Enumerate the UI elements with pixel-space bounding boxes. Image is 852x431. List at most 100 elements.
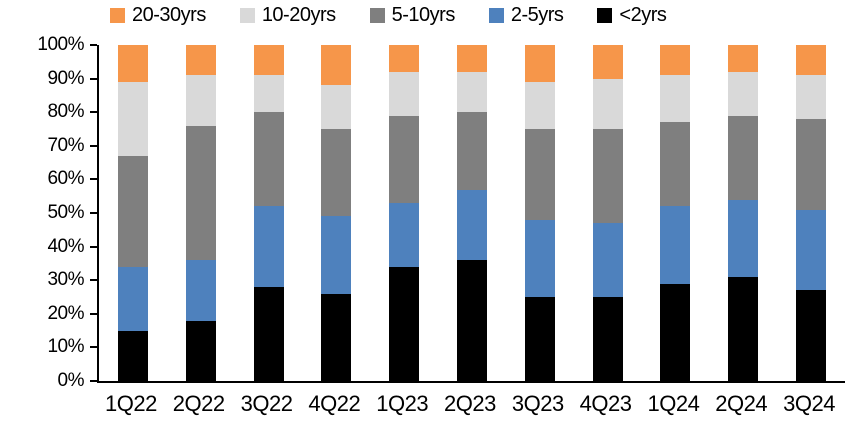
x-tick-label: 3Q22 [240,391,293,416]
bar-segment [389,45,420,72]
bar-segment [660,45,691,76]
legend: 20-30yrs 10-20yrs 5-10yrs 2-5yrs <2yrs [110,4,667,27]
y-tick-label: 90% [47,67,84,89]
bar-segment [524,81,555,130]
bar-segment [592,45,623,79]
y-tick-label: 20% [47,302,84,324]
bar-segment [253,286,284,381]
bar-segment [796,290,827,381]
x-tick-label: 1Q24 [647,391,700,416]
bar-segment [592,223,623,297]
y-tick-label: 40% [47,235,84,257]
plot-area [97,45,845,383]
bar-segment [796,75,827,119]
bar-segment [389,202,420,267]
y-tick-label: 100% [37,34,84,55]
bar-segment [728,115,759,200]
legend-item: 10-20yrs [239,4,336,27]
x-axis: 1Q22 2Q22 3Q22 4Q22 1Q23 2Q23 3Q23 4Q23 1Q24 2Q24… [97,391,843,417]
y-tick-mark [90,111,97,114]
y-tick-label: 0% [57,370,85,391]
bar-column-2q22 [167,45,235,381]
y-tick-mark [90,178,97,181]
bar-column-4q22 [302,45,370,381]
legend-swatch-icon [369,8,385,23]
bar-segment [321,293,352,381]
bar-segment [117,266,148,331]
legend-swatch-icon [239,8,255,23]
bar-column-3q24 [777,45,845,381]
bar-column-1q23 [370,45,438,381]
y-tick-label: 30% [47,269,84,291]
bar-segment [456,45,487,72]
bar-column-1q24 [642,45,710,381]
x-tick-label: 3Q23 [511,391,564,416]
bar-segment [660,122,691,207]
y-tick-mark [90,380,97,382]
bar-segment [728,276,759,381]
bar-segment [456,112,487,190]
bar-column-1q22 [99,45,167,381]
x-tick-label: 1Q23 [376,391,429,416]
bar-segment [185,45,216,76]
bar-column-4q23 [574,45,642,381]
bar-segment [185,320,216,381]
bar-segment [524,219,555,297]
y-tick-label: 70% [47,134,84,156]
bar-segment [321,129,352,217]
bar-segment [796,118,827,210]
bar-segment [728,45,759,72]
bar-column-2q24 [709,45,777,381]
y-tick-mark [90,312,97,315]
bar-segment [253,75,284,113]
bar-segment [253,112,284,207]
bar-segment [389,115,420,203]
y-tick-mark [90,144,97,147]
bar-segment [117,330,148,381]
legend-label: 20-30yrs [132,4,206,26]
bar-segment [796,209,827,291]
legend-label: 2-5yrs [510,4,564,26]
y-tick-label: 80% [47,101,84,123]
bar-column-2q23 [438,45,506,381]
legend-item: 2-5yrs [488,4,564,27]
bar-segment [592,297,623,381]
bar-segment [253,206,284,287]
bar-segment [660,75,691,123]
legend-swatch-icon [488,8,504,23]
y-tick-mark [90,346,97,349]
bar-segment [389,71,420,116]
y-tick-mark [90,279,97,282]
legend-label: <2yrs [619,4,667,26]
bar-segment [117,45,148,82]
legend-label: 10-20yrs [261,4,336,26]
bar-segment [796,45,827,76]
y-tick-label: 50% [47,202,84,223]
bar-segment [389,266,420,381]
bar-column-3q22 [235,45,303,381]
x-tick-label: 2Q24 [715,391,768,416]
bar-segment [185,260,216,321]
bar-segment [524,297,555,381]
bars-container [99,45,845,381]
x-tick-label: 3Q24 [783,391,835,416]
x-tick-label: 2Q22 [172,391,225,416]
legend-item: 5-10yrs [369,4,455,27]
bar-segment [592,78,623,130]
bar-segment [117,155,148,267]
bar-segment [321,85,352,130]
bar-segment [456,189,487,261]
bar-segment [728,71,759,116]
y-tick-mark [90,44,97,46]
legend-item: 20-30yrs [110,4,206,27]
bar-segment [660,206,691,284]
y-tick-mark [90,245,97,248]
bar-segment [185,125,216,261]
bar-segment [592,129,623,224]
x-tick-label: 4Q22 [308,391,361,416]
y-tick-mark [90,212,97,214]
y-tick-mark [90,77,97,80]
legend-item: <2yrs [597,4,667,27]
bar-segment [524,129,555,220]
bar-segment [456,260,487,381]
